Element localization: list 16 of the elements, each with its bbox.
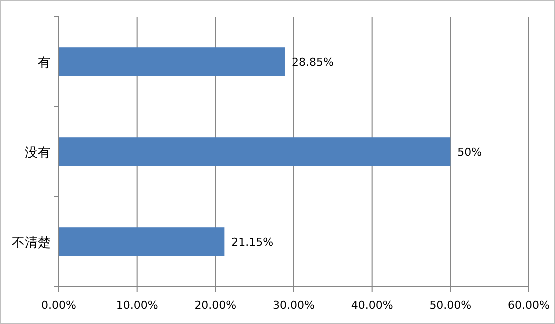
x-tick-label: 40.00% bbox=[351, 299, 394, 312]
data-label: 21.15% bbox=[232, 236, 274, 249]
x-tick-label: 50.00% bbox=[430, 299, 472, 312]
y-tick-label: 不清楚 bbox=[12, 236, 51, 251]
bar bbox=[59, 48, 285, 76]
bar bbox=[59, 228, 225, 256]
bar bbox=[59, 138, 451, 166]
x-tick-label: 10.00% bbox=[116, 299, 158, 312]
y-tick-label: 没有 bbox=[25, 146, 51, 161]
y-tick-label: 有 bbox=[38, 56, 51, 71]
x-tick-label: 0.00% bbox=[42, 299, 76, 312]
x-tick-label: 30.00% bbox=[273, 299, 315, 312]
x-tick-label: 60.00% bbox=[508, 299, 550, 312]
data-label: 50% bbox=[458, 146, 482, 159]
x-tick-label: 20.00% bbox=[194, 299, 237, 312]
data-label: 28.85% bbox=[292, 56, 334, 69]
